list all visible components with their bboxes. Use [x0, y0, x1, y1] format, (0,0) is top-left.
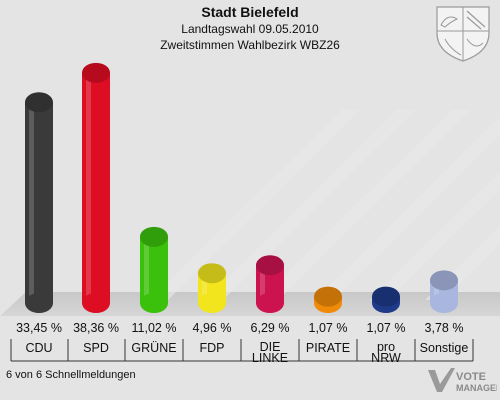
bars — [25, 62, 458, 313]
bar-top — [256, 255, 284, 276]
bar-top — [430, 270, 458, 291]
background-stripe — [150, 110, 360, 300]
chart-title: Stadt Bielefeld — [201, 4, 299, 20]
bar-body — [25, 102, 53, 303]
bar-body — [140, 236, 168, 303]
bar-top — [140, 226, 168, 247]
category-label: pro — [377, 340, 395, 354]
category-label: FDP — [200, 341, 225, 355]
nrw-crest-icon — [436, 6, 490, 62]
value-label: 11,02 % — [132, 321, 177, 335]
category-label: LINKE — [252, 351, 288, 365]
bar-cdu — [25, 92, 53, 313]
value-label: 1,07 % — [367, 321, 406, 335]
watermark-line2: MANAGER — [456, 383, 497, 393]
category-label: CDU — [25, 341, 52, 355]
value-label: 1,07 % — [309, 321, 348, 335]
bar-base — [256, 293, 284, 313]
chart-background — [0, 110, 500, 400]
category-label: PIRATE — [306, 341, 350, 355]
bar-highlight — [144, 236, 149, 303]
bar-highlight — [434, 280, 439, 303]
bar-top — [82, 62, 110, 83]
bar-spd — [82, 62, 110, 313]
bar-sonstige — [430, 270, 458, 313]
bar-top — [314, 286, 342, 307]
category-label: NRW — [371, 351, 401, 365]
bar-top — [25, 92, 53, 113]
footer-text: 6 von 6 Schnellmeldungen — [6, 369, 136, 381]
value-label: 38,36 % — [73, 321, 119, 335]
votemanager-watermark-icon: VOTE MANAGER — [428, 368, 497, 393]
bar-base — [430, 293, 458, 313]
bar-highlight — [29, 102, 34, 303]
category-label: SPD — [83, 341, 109, 355]
bar-pirate — [314, 286, 342, 313]
bar-pro-nrw — [372, 286, 400, 313]
bar-fdp — [198, 263, 226, 313]
bar-base — [82, 293, 110, 313]
background-stripes — [150, 110, 500, 300]
category-label: Sonstige — [420, 341, 469, 355]
value-label: 6,29 % — [251, 321, 290, 335]
value-label: 4,96 % — [193, 321, 232, 335]
bar-base — [25, 293, 53, 313]
chart-lower-area — [0, 316, 500, 400]
value-label: 33,45 % — [16, 321, 62, 335]
bar-highlight — [86, 72, 91, 303]
background-stripe — [315, 116, 500, 300]
category-label: GRÜNE — [131, 341, 176, 355]
background-stripe — [205, 110, 415, 300]
bar-highlight — [260, 265, 265, 303]
watermark-line1: VOTE — [456, 371, 486, 383]
background-stripe — [260, 110, 470, 300]
bar-grüne — [140, 226, 168, 313]
bar-highlight — [202, 273, 207, 303]
value-label: 3,78 % — [425, 321, 464, 335]
background-stripe — [370, 171, 500, 300]
chart-subsubtitle: Zweitstimmen Wahlbezirk WBZ26 — [160, 38, 340, 52]
labels: 33,45 % 38,36 % 11,02 % 4,96 % 6,29 % 1,07 % 1… — [10, 321, 474, 365]
bar-top — [198, 263, 226, 284]
bar-body — [82, 72, 110, 303]
chart-subtitle: Landtagswahl 09.05.2010 — [181, 22, 319, 36]
chart-floor — [0, 292, 500, 316]
bar-die-linke — [256, 255, 284, 313]
bar-base — [198, 293, 226, 313]
category-label: DIE — [260, 340, 281, 354]
bar-base — [140, 293, 168, 313]
bar-top — [372, 286, 400, 307]
